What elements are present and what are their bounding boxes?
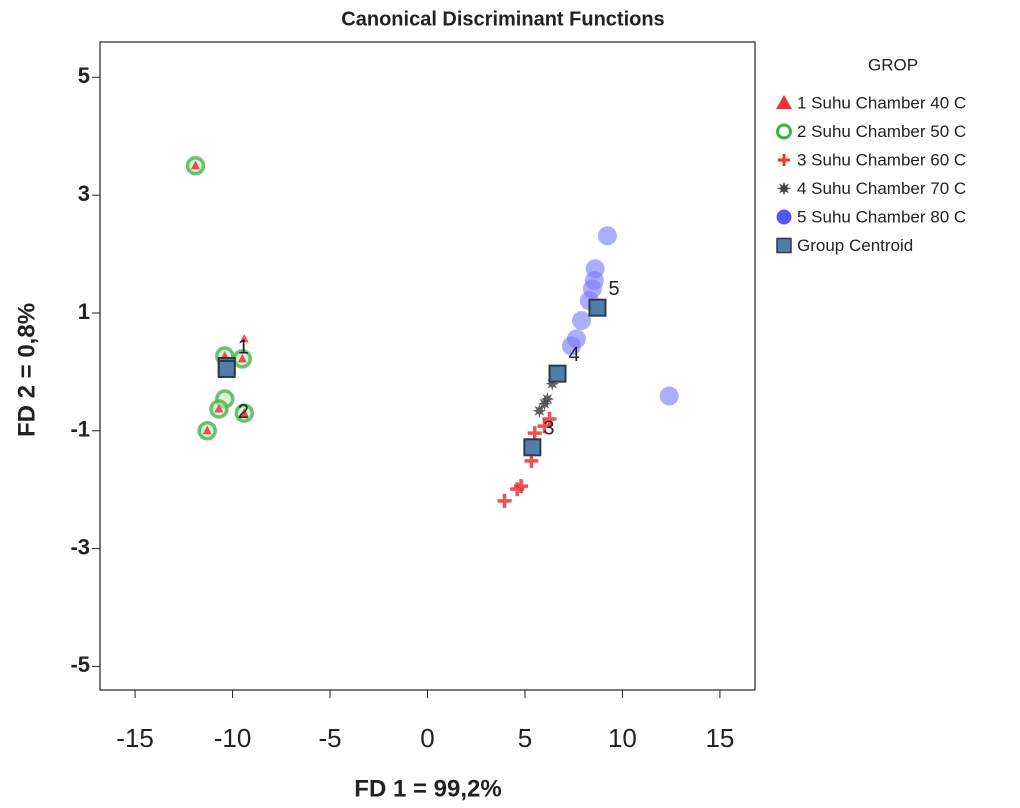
legend-marker xyxy=(776,237,792,254)
y-tick-label: -3 xyxy=(70,534,90,559)
centroid-label: 5 xyxy=(608,278,619,300)
legend-label: Group Centroid xyxy=(797,236,913,255)
y-tick-label: 3 xyxy=(78,181,90,206)
point xyxy=(497,493,512,508)
point xyxy=(537,419,552,434)
legend-title: GROP xyxy=(868,55,918,74)
legend-marker xyxy=(776,123,792,140)
chart-title: Canonical Discriminant Functions xyxy=(341,8,664,30)
legend-marker xyxy=(778,154,790,166)
point xyxy=(585,259,605,279)
y-tick-label: -1 xyxy=(70,417,90,442)
legend-label: 2 Suhu Chamber 50 C xyxy=(797,122,966,141)
point xyxy=(191,160,201,170)
point xyxy=(572,311,592,331)
point xyxy=(214,404,224,413)
point xyxy=(597,226,617,246)
legend-label: 5 Suhu Chamber 80 C xyxy=(797,207,966,226)
x-tick-label: 15 xyxy=(705,723,734,753)
point xyxy=(239,333,249,343)
legend-marker xyxy=(776,209,792,225)
x-tick-label: 5 xyxy=(518,723,532,753)
x-tick-label: -10 xyxy=(214,723,252,753)
y-tick-label: 5 xyxy=(78,63,90,88)
centroid-label: 1 xyxy=(238,336,249,358)
legend-marker xyxy=(776,95,792,109)
legend-label: 4 Suhu Chamber 70 C xyxy=(797,179,966,198)
centroid-label: 2 xyxy=(238,401,249,423)
point xyxy=(202,425,212,435)
point xyxy=(237,353,247,363)
x-tick-label: 10 xyxy=(608,723,637,753)
x-axis-label: FD 1 = 99,2% xyxy=(354,775,501,802)
point xyxy=(532,403,547,418)
y-tick-label: -5 xyxy=(70,652,90,677)
x-tick-label: -15 xyxy=(116,723,154,753)
point xyxy=(540,392,555,406)
centroid xyxy=(523,438,542,457)
legend-label: 1 Suhu Chamber 40 C xyxy=(797,93,966,112)
legend-marker xyxy=(777,181,791,196)
y-axis-label: FD 2 = 0,8% xyxy=(13,303,40,437)
centroid xyxy=(588,298,607,317)
centroid xyxy=(548,364,567,383)
centroid-label: 4 xyxy=(569,344,580,366)
point xyxy=(566,329,586,349)
point xyxy=(514,479,529,494)
x-tick-label: 0 xyxy=(420,723,434,753)
point xyxy=(527,426,542,441)
plot-frame xyxy=(99,41,756,691)
legend-label: 3 Suhu Chamber 60 C xyxy=(797,150,966,169)
point xyxy=(542,412,557,427)
x-tick-label: -5 xyxy=(318,723,341,753)
y-tick-label: 1 xyxy=(78,299,90,324)
centroid-label: 3 xyxy=(543,418,554,440)
centroid xyxy=(217,359,236,378)
point xyxy=(239,408,249,417)
point xyxy=(659,386,679,406)
